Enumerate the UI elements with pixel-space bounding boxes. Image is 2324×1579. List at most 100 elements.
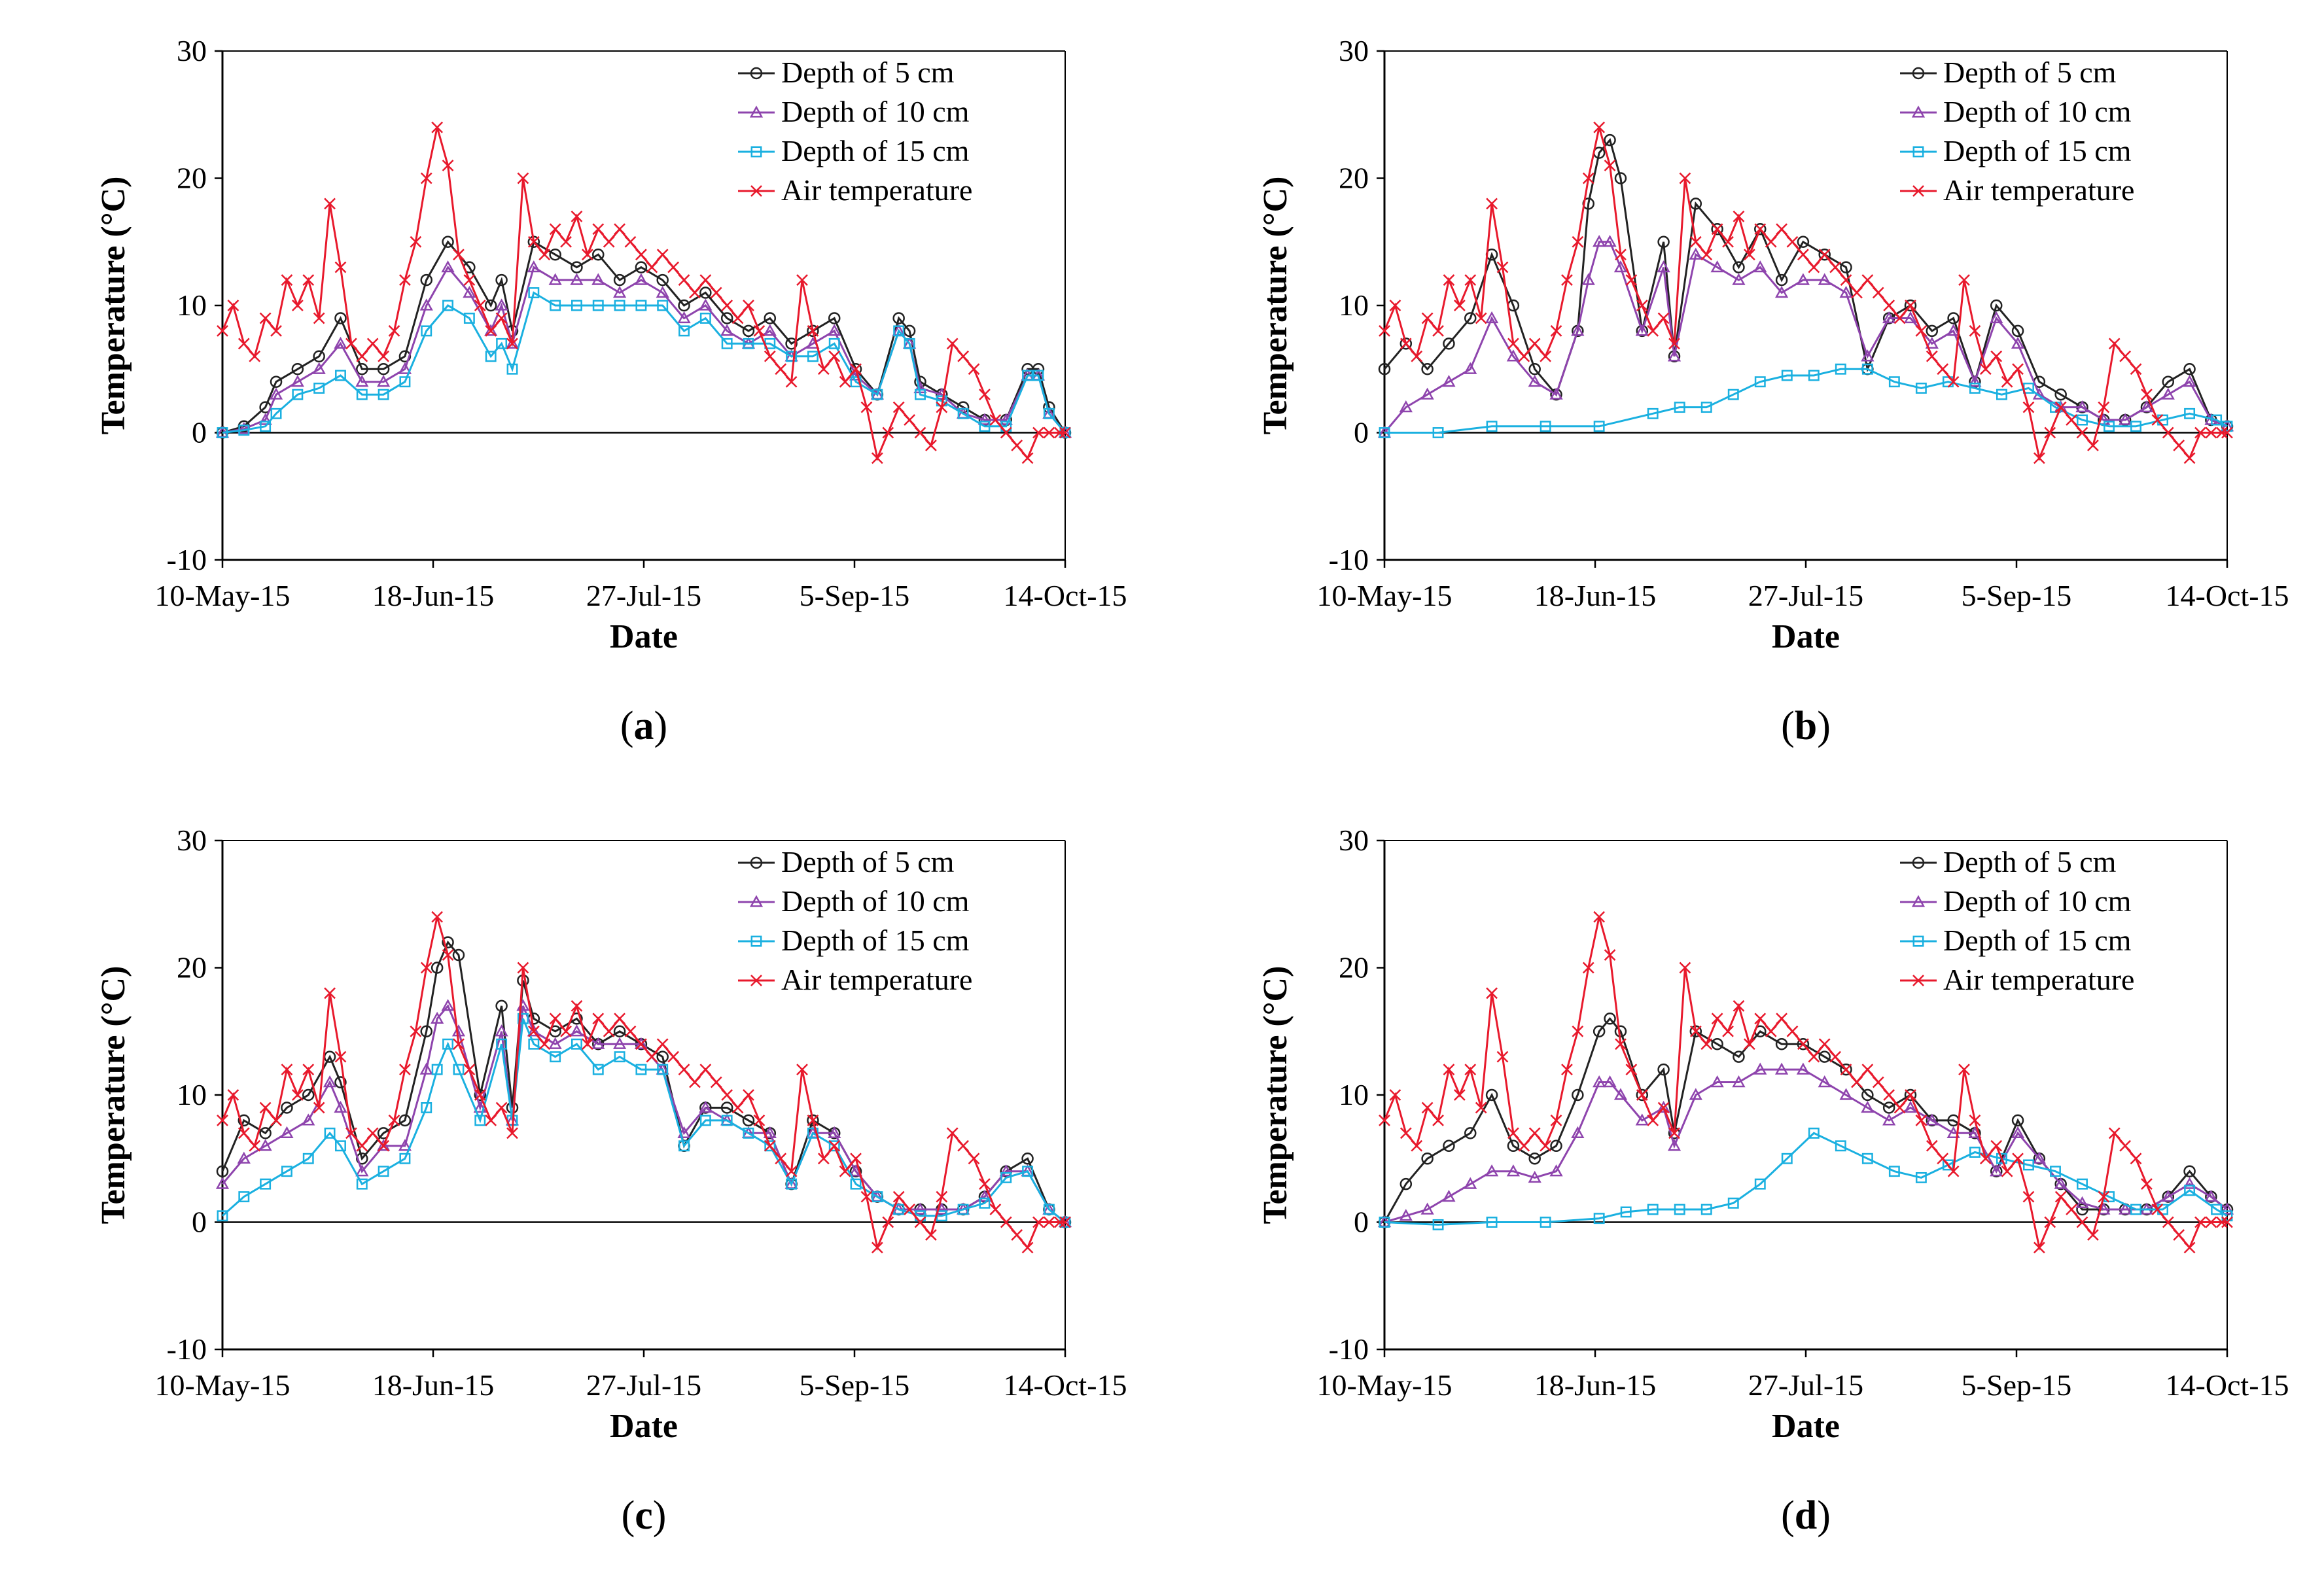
data-point (2011, 1114, 2024, 1127)
y-tick-label: 20 (1339, 162, 1369, 195)
legend-swatch-marker (1912, 856, 1925, 869)
data-point (1400, 338, 1413, 350)
data-point (893, 325, 905, 337)
data-point (613, 1025, 626, 1037)
data-point (2050, 1166, 2061, 1177)
data-point (2001, 375, 2013, 388)
panel-caption-letter: c (635, 1493, 653, 1538)
data-point (399, 1153, 411, 1164)
data-point (2211, 1204, 2223, 1215)
legend-label: Air temperature (781, 963, 972, 996)
data-point (839, 1165, 851, 1177)
y-tick-label: -10 (167, 543, 207, 576)
data-point (1593, 911, 1606, 923)
data-point (764, 350, 776, 362)
data-point (1411, 350, 1423, 362)
data-point (270, 325, 282, 337)
data-point (1540, 1217, 1551, 1228)
data-point (215, 1177, 230, 1189)
data-point (1507, 1127, 1519, 1139)
legend: Depth of 5 cm Depth of 10 cm Depth of 15 c… (738, 56, 972, 207)
data-point (441, 260, 455, 273)
data-point (2054, 1190, 2067, 1203)
data-point (313, 350, 325, 363)
data-point (850, 1153, 862, 1165)
data-point (528, 1038, 540, 1050)
data-point (495, 273, 508, 286)
data-point (1796, 1062, 1810, 1075)
data-point (238, 338, 250, 350)
data-point (914, 1216, 926, 1228)
data-point (989, 414, 1002, 426)
data-point (1946, 324, 1960, 336)
data-point (882, 426, 894, 439)
data-point (699, 1115, 711, 1126)
data-point (2023, 1159, 2034, 1171)
data-point (2183, 375, 2196, 387)
data-point (775, 1153, 787, 1165)
data-point (281, 1064, 293, 1075)
data-point (474, 1089, 486, 1101)
data-point (828, 1140, 840, 1152)
data-point (2119, 413, 2132, 425)
data-point (302, 274, 315, 286)
data-point (421, 1102, 432, 1113)
data-point (442, 1038, 454, 1050)
data-point (635, 1064, 647, 1075)
data-point (1861, 1153, 1873, 1164)
data-point (1839, 285, 1853, 298)
data-point (742, 324, 755, 338)
series-air-temperature (217, 911, 1071, 1254)
data-point (1733, 261, 1745, 273)
data-point (2139, 400, 2154, 413)
data-point (2220, 1202, 2234, 1215)
data-point (1506, 1164, 1521, 1177)
data-point (1969, 382, 1981, 394)
x-tick-label: 10-May-15 (155, 1368, 290, 1402)
data-point (1432, 1219, 1444, 1230)
data-point (420, 962, 432, 974)
data-point (731, 1102, 744, 1114)
data-point (1475, 312, 1487, 324)
data-point (1389, 300, 1401, 311)
data-point (2130, 363, 2142, 375)
data-point (335, 1140, 346, 1152)
data-point (1604, 949, 1616, 961)
data-point (913, 1202, 927, 1215)
data-point (817, 363, 830, 375)
data-point (410, 235, 422, 248)
data-point (1378, 363, 1391, 375)
series-depth-of-10-cm (1377, 235, 2234, 438)
data-point (1443, 1139, 1455, 1153)
data-point (699, 274, 712, 286)
data-point (1958, 1064, 1970, 1075)
legend: Depth of 5 cm Depth of 10 cm Depth of 15 c… (738, 845, 972, 996)
data-point (495, 999, 508, 1013)
data-point (1958, 274, 1970, 286)
data-point (1021, 1241, 1034, 1254)
data-point (839, 375, 851, 388)
data-point (1496, 1050, 1509, 1063)
data-point (1882, 1113, 1896, 1126)
data-point (785, 338, 798, 350)
data-point (474, 1088, 487, 1102)
data-point (270, 408, 282, 419)
data-point (591, 1037, 605, 1049)
data-point (1603, 1075, 1617, 1088)
data-point (1657, 1100, 1670, 1113)
data-point (1882, 1102, 1895, 1114)
data-point (238, 1127, 250, 1139)
data-point (485, 325, 497, 337)
data-point (1689, 198, 1702, 210)
data-point (1969, 1147, 1981, 1158)
data-point (2204, 1190, 2218, 1202)
data-point (1861, 1064, 1874, 1075)
x-tick-label: 5-Sep-15 (1962, 579, 2072, 612)
data-point (1905, 300, 1916, 311)
data-point (355, 1164, 369, 1177)
data-point (496, 338, 508, 349)
data-point (227, 300, 239, 311)
legend-swatch-marker (1912, 975, 1924, 986)
x-tick-label: 14-Oct-15 (1003, 579, 1127, 612)
data-point (1990, 1164, 2003, 1177)
